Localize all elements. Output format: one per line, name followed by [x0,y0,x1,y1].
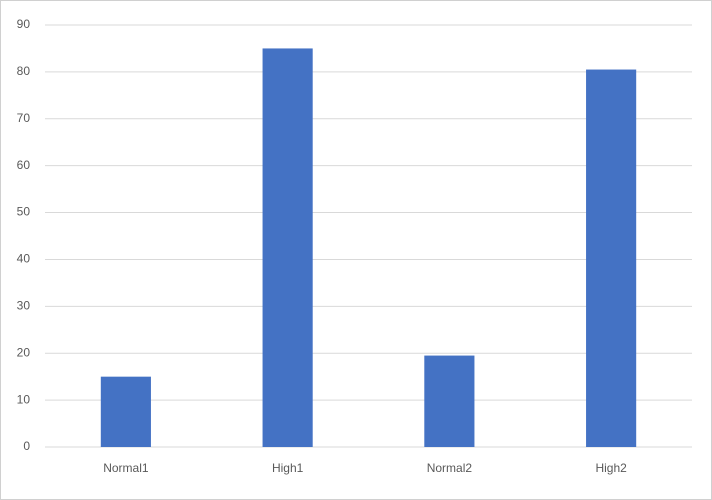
bar [100,376,151,447]
x-tick-label: Normal2 [427,461,473,475]
y-tick-label: 60 [17,158,31,172]
y-tick-label: 10 [17,392,31,406]
bar [262,48,313,447]
bar [424,355,475,447]
x-tick-label: Normal1 [103,461,149,475]
y-tick-label: 80 [17,64,31,78]
y-tick-label: 20 [17,345,31,359]
x-tick-label: High1 [272,461,304,475]
y-tick-label: 30 [17,299,31,313]
y-tick-label: 0 [23,439,30,453]
x-tick-label: High2 [595,461,627,475]
y-tick-label: 40 [17,252,31,266]
y-tick-label: 90 [17,17,31,31]
y-tick-label: 50 [17,205,31,219]
bar [586,69,637,448]
y-tick-label: 70 [17,111,31,125]
